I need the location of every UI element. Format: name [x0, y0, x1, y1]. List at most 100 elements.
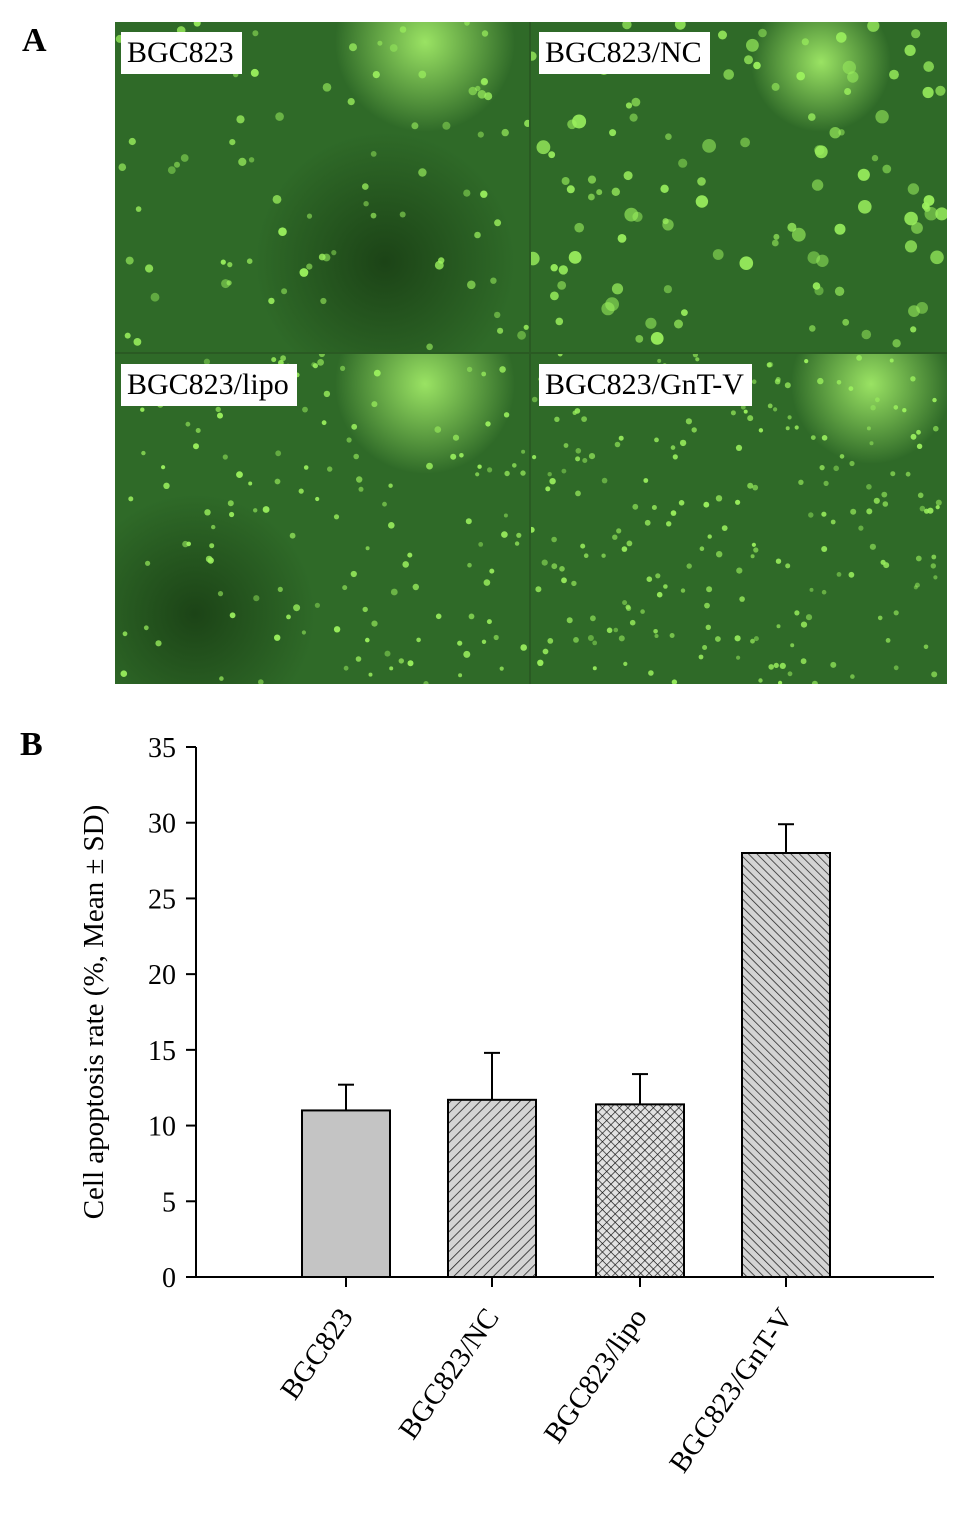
cell-nucleus	[398, 658, 404, 664]
cell-nucleus	[150, 292, 160, 302]
cell-nucleus	[632, 211, 643, 222]
cell-nucleus	[289, 532, 296, 539]
cell-nucleus	[323, 390, 331, 398]
cell-nucleus	[750, 554, 755, 559]
cell-nucleus	[613, 627, 619, 633]
cell-nucleus	[281, 288, 288, 295]
cell-nucleus	[618, 635, 625, 642]
cell-nucleus	[182, 540, 189, 548]
cell-nucleus	[258, 679, 264, 684]
cell-nucleus	[702, 645, 708, 650]
cell-nucleus	[623, 661, 628, 666]
cell-nucleus	[365, 637, 370, 643]
cell-nucleus	[691, 427, 697, 433]
cell-nucleus	[342, 585, 348, 591]
cell-nucleus	[581, 416, 587, 422]
cell-nucleus	[350, 570, 357, 578]
cell-nucleus	[568, 251, 582, 264]
cell-nucleus	[904, 44, 916, 56]
cell-nucleus	[830, 519, 836, 525]
cell-nucleus	[625, 102, 633, 109]
cell-nucleus	[535, 586, 542, 593]
cell-nucleus	[203, 358, 210, 365]
cell-nucleus	[834, 223, 846, 235]
cell-nucleus	[550, 264, 558, 272]
cell-nucleus	[905, 471, 911, 477]
cell-nucleus	[356, 476, 363, 483]
y-axis-ticks: 0 5 10 15 20 25 30 35	[148, 733, 196, 1294]
micrograph-glow	[335, 354, 515, 474]
cell-nucleus	[463, 189, 471, 197]
cell-nucleus	[848, 571, 855, 578]
cell-nucleus	[875, 110, 889, 124]
cell-nucleus	[739, 256, 754, 270]
cell-nucleus	[477, 464, 482, 469]
cell-nucleus	[856, 355, 862, 361]
cell-nucleus	[494, 311, 501, 319]
cell-nucleus	[503, 412, 510, 418]
cell-nucleus	[679, 439, 687, 447]
cell-nucleus	[222, 454, 228, 460]
cell-nucleus	[442, 121, 451, 130]
cell-nucleus	[735, 499, 741, 505]
x-tick-label: BGC823	[274, 1303, 359, 1406]
cell-nucleus	[796, 71, 805, 81]
cell-nucleus	[268, 297, 275, 305]
cell-nucleus	[575, 448, 582, 454]
cell-nucleus	[185, 421, 191, 427]
cell-nucleus	[274, 634, 281, 641]
cell-nucleus	[751, 379, 757, 384]
cell-nucleus	[501, 531, 508, 538]
cell-nucleus	[143, 625, 149, 631]
cell-nucleus	[229, 511, 235, 518]
cell-nucleus	[902, 408, 907, 413]
cell-nucleus	[790, 643, 795, 648]
cell-nucleus	[794, 425, 799, 430]
cell-nucleus	[253, 508, 258, 513]
cell-nucleus	[932, 397, 937, 403]
y-axis-label: Cell apoptosis rate (%, Mean ± SD)	[78, 805, 110, 1220]
cell-nucleus	[861, 329, 872, 340]
cell-nucleus	[477, 90, 487, 99]
cell-nucleus	[229, 139, 236, 146]
cell-nucleus	[467, 562, 472, 568]
cell-nucleus	[493, 634, 499, 641]
cell-nucleus	[167, 166, 176, 175]
cell-nucleus	[252, 30, 259, 37]
cell-nucleus	[621, 546, 628, 552]
cell-nucleus	[501, 128, 509, 137]
cell-nucleus	[531, 526, 535, 533]
cell-nucleus	[808, 512, 814, 518]
cell-nucleus	[914, 582, 920, 588]
cell-nucleus	[563, 443, 569, 448]
cell-nucleus	[671, 679, 678, 684]
cell-nucleus	[571, 580, 577, 587]
cell-nucleus	[866, 426, 871, 431]
cell-nucleus	[910, 433, 917, 440]
cell-nucleus	[839, 454, 845, 459]
cell-nucleus	[520, 470, 526, 476]
cell-nucleus	[487, 467, 493, 473]
cell-nucleus	[601, 553, 606, 558]
cell-nucleus	[229, 612, 236, 619]
cell-nucleus	[635, 335, 644, 343]
cell-nucleus	[481, 371, 487, 377]
cell-nucleus	[911, 222, 923, 234]
cell-nucleus	[140, 407, 145, 412]
micrograph-image	[531, 22, 947, 352]
cell-nucleus	[587, 635, 594, 641]
cell-nucleus	[651, 505, 657, 510]
cell-nucleus	[118, 163, 127, 171]
micrograph-image	[531, 354, 947, 684]
micrograph-bgc823-gntv: BGC823/GnT-V	[531, 354, 947, 684]
y-tick-label: 10	[148, 1112, 176, 1143]
cell-nucleus	[892, 339, 901, 348]
cell-nucleus	[736, 567, 743, 574]
cell-nucleus	[299, 268, 309, 277]
cell-nucleus	[193, 443, 199, 450]
cell-nucleus	[371, 620, 378, 627]
cell-nucleus	[924, 207, 938, 221]
cell-nucleus	[435, 613, 442, 620]
cell-nucleus	[910, 326, 917, 333]
cell-nucleus	[773, 407, 778, 412]
